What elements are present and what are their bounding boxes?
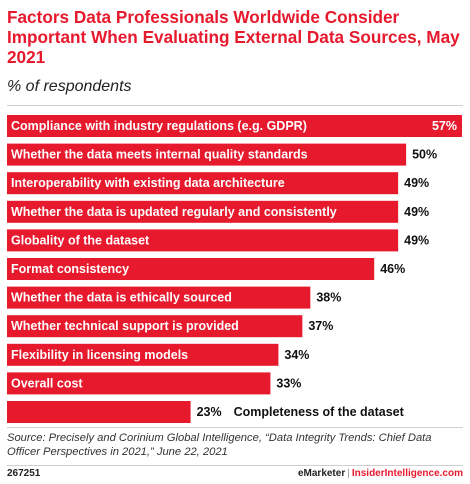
category-label-6: Whether the data is ethically sourced <box>11 291 232 305</box>
category-label-10: Completeness of the dataset <box>234 405 405 419</box>
bar-chart: Compliance with industry regulations (e.… <box>0 110 470 430</box>
bar-10 <box>7 401 191 423</box>
brand: eMarketer | InsiderIntelligence.com <box>298 468 463 479</box>
category-label-7: Whether technical support is provided <box>11 319 239 333</box>
value-label-1: 50% <box>412 148 437 162</box>
category-label-4: Globality of the dataset <box>11 233 150 247</box>
brand-insider-intelligence: InsiderIntelligence.com <box>351 468 463 479</box>
category-label-0: Compliance with industry regulations (e.… <box>11 119 307 133</box>
category-label-5: Format consistency <box>11 262 129 276</box>
brand-separator: | <box>347 468 350 479</box>
bar-4 <box>7 229 399 252</box>
top-divider <box>7 105 463 106</box>
chart-subtitle: % of respondents <box>7 78 132 95</box>
value-label-9: 33% <box>276 376 301 390</box>
brand-emarketer: eMarketer <box>297 468 346 479</box>
category-label-3: Whether the data is updated regularly an… <box>11 205 337 219</box>
bar-8 <box>7 343 279 366</box>
chart-title: Factors Data Professionals Worldwide Con… <box>7 7 460 67</box>
value-label-5: 46% <box>380 262 405 276</box>
bottom-divider <box>7 427 463 428</box>
category-label-1: Whether the data meets internal quality … <box>11 148 308 162</box>
footer-divider <box>7 465 463 466</box>
value-label-8: 34% <box>284 348 309 362</box>
value-label-7: 37% <box>308 319 333 333</box>
category-label-9: Overall cost <box>11 376 83 390</box>
value-label-10: 23% <box>197 405 222 419</box>
bar-1 <box>7 143 407 166</box>
value-label-3: 49% <box>404 205 429 219</box>
bar-chart-svg: Compliance with industry regulations (e.… <box>7 115 462 423</box>
source-note: Source: Precisely and Corinium Global In… <box>7 432 432 458</box>
bar-7 <box>7 315 303 338</box>
bar-5 <box>7 258 375 280</box>
bar-9 <box>7 372 271 395</box>
bar-0 <box>7 115 462 137</box>
category-label-2: Interoperability with existing data arch… <box>11 176 285 190</box>
value-label-0: 57% <box>432 119 457 133</box>
footer: 267251 eMarketer | InsiderIntelligence.com <box>7 467 463 481</box>
bar-6 <box>7 286 311 309</box>
value-label-2: 49% <box>404 176 429 190</box>
bar-2 <box>7 172 399 195</box>
value-label-4: 49% <box>404 233 429 247</box>
category-label-8: Flexibility in licensing models <box>11 348 188 362</box>
value-label-6: 38% <box>316 291 341 305</box>
chart-id: 267251 <box>7 468 41 479</box>
bar-3 <box>7 200 399 223</box>
